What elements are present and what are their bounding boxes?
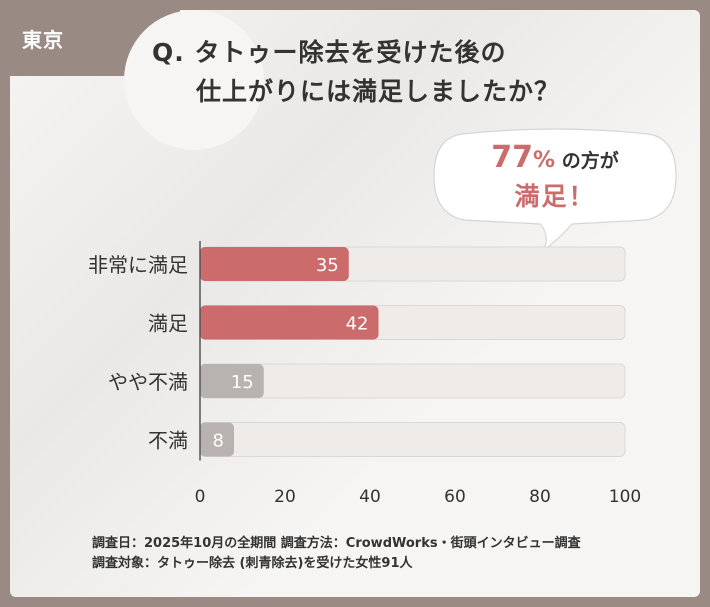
- bar-track: [199, 422, 626, 457]
- callout-line1: 77% の方が: [491, 140, 619, 175]
- speech-bubble: 77% の方が 満足！: [432, 128, 678, 248]
- region-label: 東京: [22, 28, 64, 52]
- bar: [200, 305, 379, 340]
- footnote-line2: 調査対象：タトゥー除去 (刺青除去)を受けた女性91人: [92, 555, 413, 571]
- bar-value-label: 8: [213, 431, 224, 452]
- question-title-line1: Q. タトゥー除去を受けた後の: [152, 38, 507, 67]
- footnote-line1: 調査日：2025年10月の全期間 調査方法：CrowdWorks・街頭インタビュ…: [92, 536, 581, 551]
- category-label: 満足: [148, 312, 188, 336]
- card: [10, 10, 700, 597]
- bar-value-label: 35: [316, 255, 339, 276]
- callout-percent: 77: [491, 140, 534, 175]
- question-title: Q. タトゥー除去を受けた後の 仕上がりには満足しましたか？: [152, 34, 560, 112]
- bar-value-label: 42: [346, 314, 369, 335]
- bar: [200, 364, 264, 398]
- question-title-line2: 仕上がりには満足しましたか？: [196, 76, 561, 106]
- category-label: やや不満: [108, 370, 188, 394]
- region-tab-curve: [124, 10, 264, 150]
- survey-footnote: 調査日：2025年10月の全期間 調査方法：CrowdWorks・街頭インタビュ…: [92, 534, 581, 573]
- x-tick-label: 40: [359, 487, 381, 507]
- speech-bubble-shape: [433, 128, 677, 248]
- x-tick-label: 60: [444, 487, 466, 507]
- bar-value-label: 15: [231, 372, 254, 393]
- category-label: 非常に満足: [88, 253, 188, 277]
- callout-line2: 満足！: [514, 182, 596, 211]
- card-background-shade: [10, 10, 700, 597]
- x-tick-label: 0: [195, 487, 206, 507]
- bar: [200, 247, 349, 281]
- x-tick-label: 20: [274, 487, 296, 507]
- x-tick-label: 100: [609, 487, 641, 507]
- x-tick-label: 80: [529, 487, 551, 507]
- speech-bubble-text: 77% の方が 満足！: [432, 140, 678, 213]
- callout-suffix: の方が: [561, 150, 619, 172]
- callout-percent-sign: %: [533, 148, 556, 173]
- category-label: 不満: [148, 429, 188, 453]
- bar: [200, 422, 234, 457]
